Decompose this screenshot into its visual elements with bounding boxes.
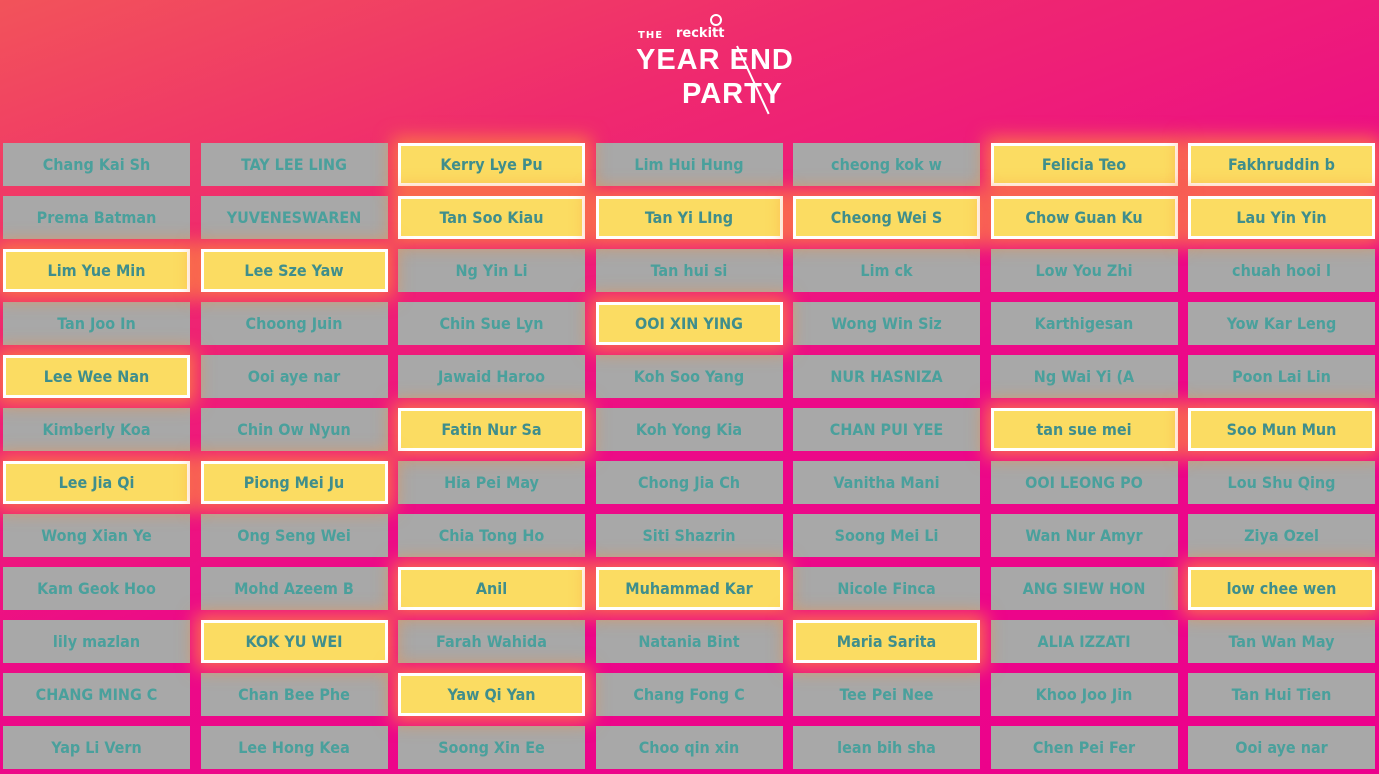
name-tile[interactable]: Chong Jia Ch [595, 461, 783, 504]
name-tile[interactable]: Vanitha Mani [793, 461, 980, 504]
name-tile-selected[interactable]: Tan Soo Kiau [398, 196, 585, 239]
name-tile-selected[interactable]: Yaw Qi Yan [398, 673, 585, 716]
name-tile[interactable]: ANG SIEW HON [990, 567, 1178, 610]
name-tile[interactable]: lean bih sha [793, 726, 980, 769]
name-tile[interactable]: Choo qin xin [595, 726, 783, 769]
name-tile[interactable]: Chen Pei Fer [990, 726, 1178, 769]
name-tile-selected[interactable]: Muhammad Kar [595, 567, 783, 610]
swirl-icon [710, 14, 722, 26]
logo-line1: YEAR END [636, 44, 794, 76]
name-tile[interactable]: Siti Shazrin [595, 514, 783, 557]
name-tile[interactable]: YUVENESWAREN [200, 196, 388, 239]
name-tile-selected[interactable]: Chow Guan Ku [990, 196, 1178, 239]
name-tile[interactable]: Lou Shu Qing [1188, 461, 1375, 504]
name-tile-selected[interactable]: Fakhruddin b [1188, 143, 1375, 186]
name-tile[interactable]: Ong Seng Wei [200, 514, 388, 557]
name-tile-selected[interactable]: Fatin Nur Sa [398, 408, 585, 451]
name-tile[interactable]: Choong Juin [200, 302, 388, 345]
name-tile-selected[interactable]: Kerry Lye Pu [398, 143, 585, 186]
name-tile[interactable]: Wong Win Siz [793, 302, 980, 345]
name-tile[interactable]: Jawaid Haroo [398, 355, 585, 398]
name-tile-selected[interactable]: Maria Sarita [793, 620, 980, 663]
name-tile[interactable]: Tan Joo In [3, 302, 190, 345]
name-tile[interactable]: Prema Batman [3, 196, 190, 239]
name-tile[interactable]: CHANG MING C [3, 673, 190, 716]
name-tile[interactable]: Khoo Joo Jin [990, 673, 1178, 716]
name-tile[interactable]: Tan hui si [595, 249, 783, 292]
name-tile-selected[interactable]: Lee Sze Yaw [200, 249, 388, 292]
name-tile[interactable]: Low You Zhi [990, 249, 1178, 292]
name-tile[interactable]: Lee Hong Kea [200, 726, 388, 769]
name-tile[interactable]: Ziya Ozel [1188, 514, 1375, 557]
name-tile[interactable]: cheong kok w [793, 143, 980, 186]
name-tile-selected[interactable]: Lee Jia Qi [3, 461, 190, 504]
name-tile[interactable]: Yow Kar Leng [1188, 302, 1375, 345]
name-tile[interactable]: Chin Sue Lyn [398, 302, 585, 345]
name-tile[interactable]: Mohd Azeem B [200, 567, 388, 610]
name-tile[interactable]: Chia Tong Ho [398, 514, 585, 557]
name-tile-selected[interactable]: Soo Mun Mun [1188, 408, 1375, 451]
name-tile[interactable]: Wan Nur Amyr [990, 514, 1178, 557]
name-tile[interactable]: Koh Soo Yang [595, 355, 783, 398]
name-tile[interactable]: Natania Bint [595, 620, 783, 663]
name-tile[interactable]: Nicole Finca [793, 567, 980, 610]
name-tile[interactable]: Ng Yin Li [398, 249, 585, 292]
name-tile[interactable]: OOI LEONG PO [990, 461, 1178, 504]
name-tile[interactable]: Tan Hui Tien [1188, 673, 1375, 716]
name-tile-selected[interactable]: Lim Yue Min [3, 249, 190, 292]
name-tile[interactable]: chuah hooi l [1188, 249, 1375, 292]
name-tile[interactable]: Tee Pei Nee [793, 673, 980, 716]
name-tile[interactable]: Yap Li Vern [3, 726, 190, 769]
name-tile[interactable]: Ng Wai Yi (A [990, 355, 1178, 398]
name-tile[interactable]: CHAN PUI YEE [793, 408, 980, 451]
name-tile[interactable]: TAY LEE LING [200, 143, 388, 186]
name-tile[interactable]: Lim Hui Hung [595, 143, 783, 186]
name-tile[interactable]: Poon Lai Lin [1188, 355, 1375, 398]
name-tile[interactable]: Tan Wan May [1188, 620, 1375, 663]
name-tile[interactable]: Chan Bee Phe [200, 673, 388, 716]
name-tile[interactable]: Hia Pei May [398, 461, 585, 504]
name-tile[interactable]: Kam Geok Hoo [3, 567, 190, 610]
name-tile[interactable]: Koh Yong Kia [595, 408, 783, 451]
name-tile[interactable]: Chang Fong C [595, 673, 783, 716]
name-tile[interactable]: lily mazlan [3, 620, 190, 663]
name-tile[interactable]: Chang Kai Sh [3, 143, 190, 186]
name-grid: Chang Kai Sh TAY LEE LING Kerry Lye Pu Lim … [3, 143, 1375, 769]
name-tile[interactable]: Soong Xin Ee [398, 726, 585, 769]
name-tile[interactable]: Chin Ow Nyun [200, 408, 388, 451]
name-tile-selected[interactable]: tan sue mei [990, 408, 1178, 451]
name-tile[interactable]: Kimberly Koa [3, 408, 190, 451]
name-tile[interactable]: Lim ck [793, 249, 980, 292]
name-tile-selected[interactable]: Felicia Teo [990, 143, 1178, 186]
logo-brand: reckitt [676, 26, 725, 41]
name-tile-selected[interactable]: Cheong Wei S [793, 196, 980, 239]
logo-the: THE [638, 30, 664, 41]
name-tile[interactable]: ALIA IZZATI [990, 620, 1178, 663]
name-tile-selected[interactable]: OOI XIN YING [595, 302, 783, 345]
name-tile-selected[interactable]: Lau Yin Yin [1188, 196, 1375, 239]
name-tile-selected[interactable]: Lee Wee Nan [3, 355, 190, 398]
name-tile-selected[interactable]: KOK YU WEI [200, 620, 388, 663]
name-tile[interactable]: NUR HASNIZA [793, 355, 980, 398]
name-tile[interactable]: Wong Xian Ye [3, 514, 190, 557]
logo-line2: PARTY [682, 78, 784, 110]
name-tile-selected[interactable]: Anil [398, 567, 585, 610]
name-tile[interactable]: Farah Wahida [398, 620, 585, 663]
name-tile-selected[interactable]: Tan Yi LIng [595, 196, 783, 239]
name-tile-selected[interactable]: low chee wen [1188, 567, 1375, 610]
year-end-party-logo: THE reckitt YEAR END PARTY [636, 14, 846, 119]
name-tile[interactable]: Ooi aye nar [1188, 726, 1375, 769]
name-tile[interactable]: Karthigesan [990, 302, 1178, 345]
name-tile[interactable]: Ooi aye nar [200, 355, 388, 398]
name-tile[interactable]: Soong Mei Li [793, 514, 980, 557]
name-tile-selected[interactable]: Piong Mei Ju [200, 461, 388, 504]
